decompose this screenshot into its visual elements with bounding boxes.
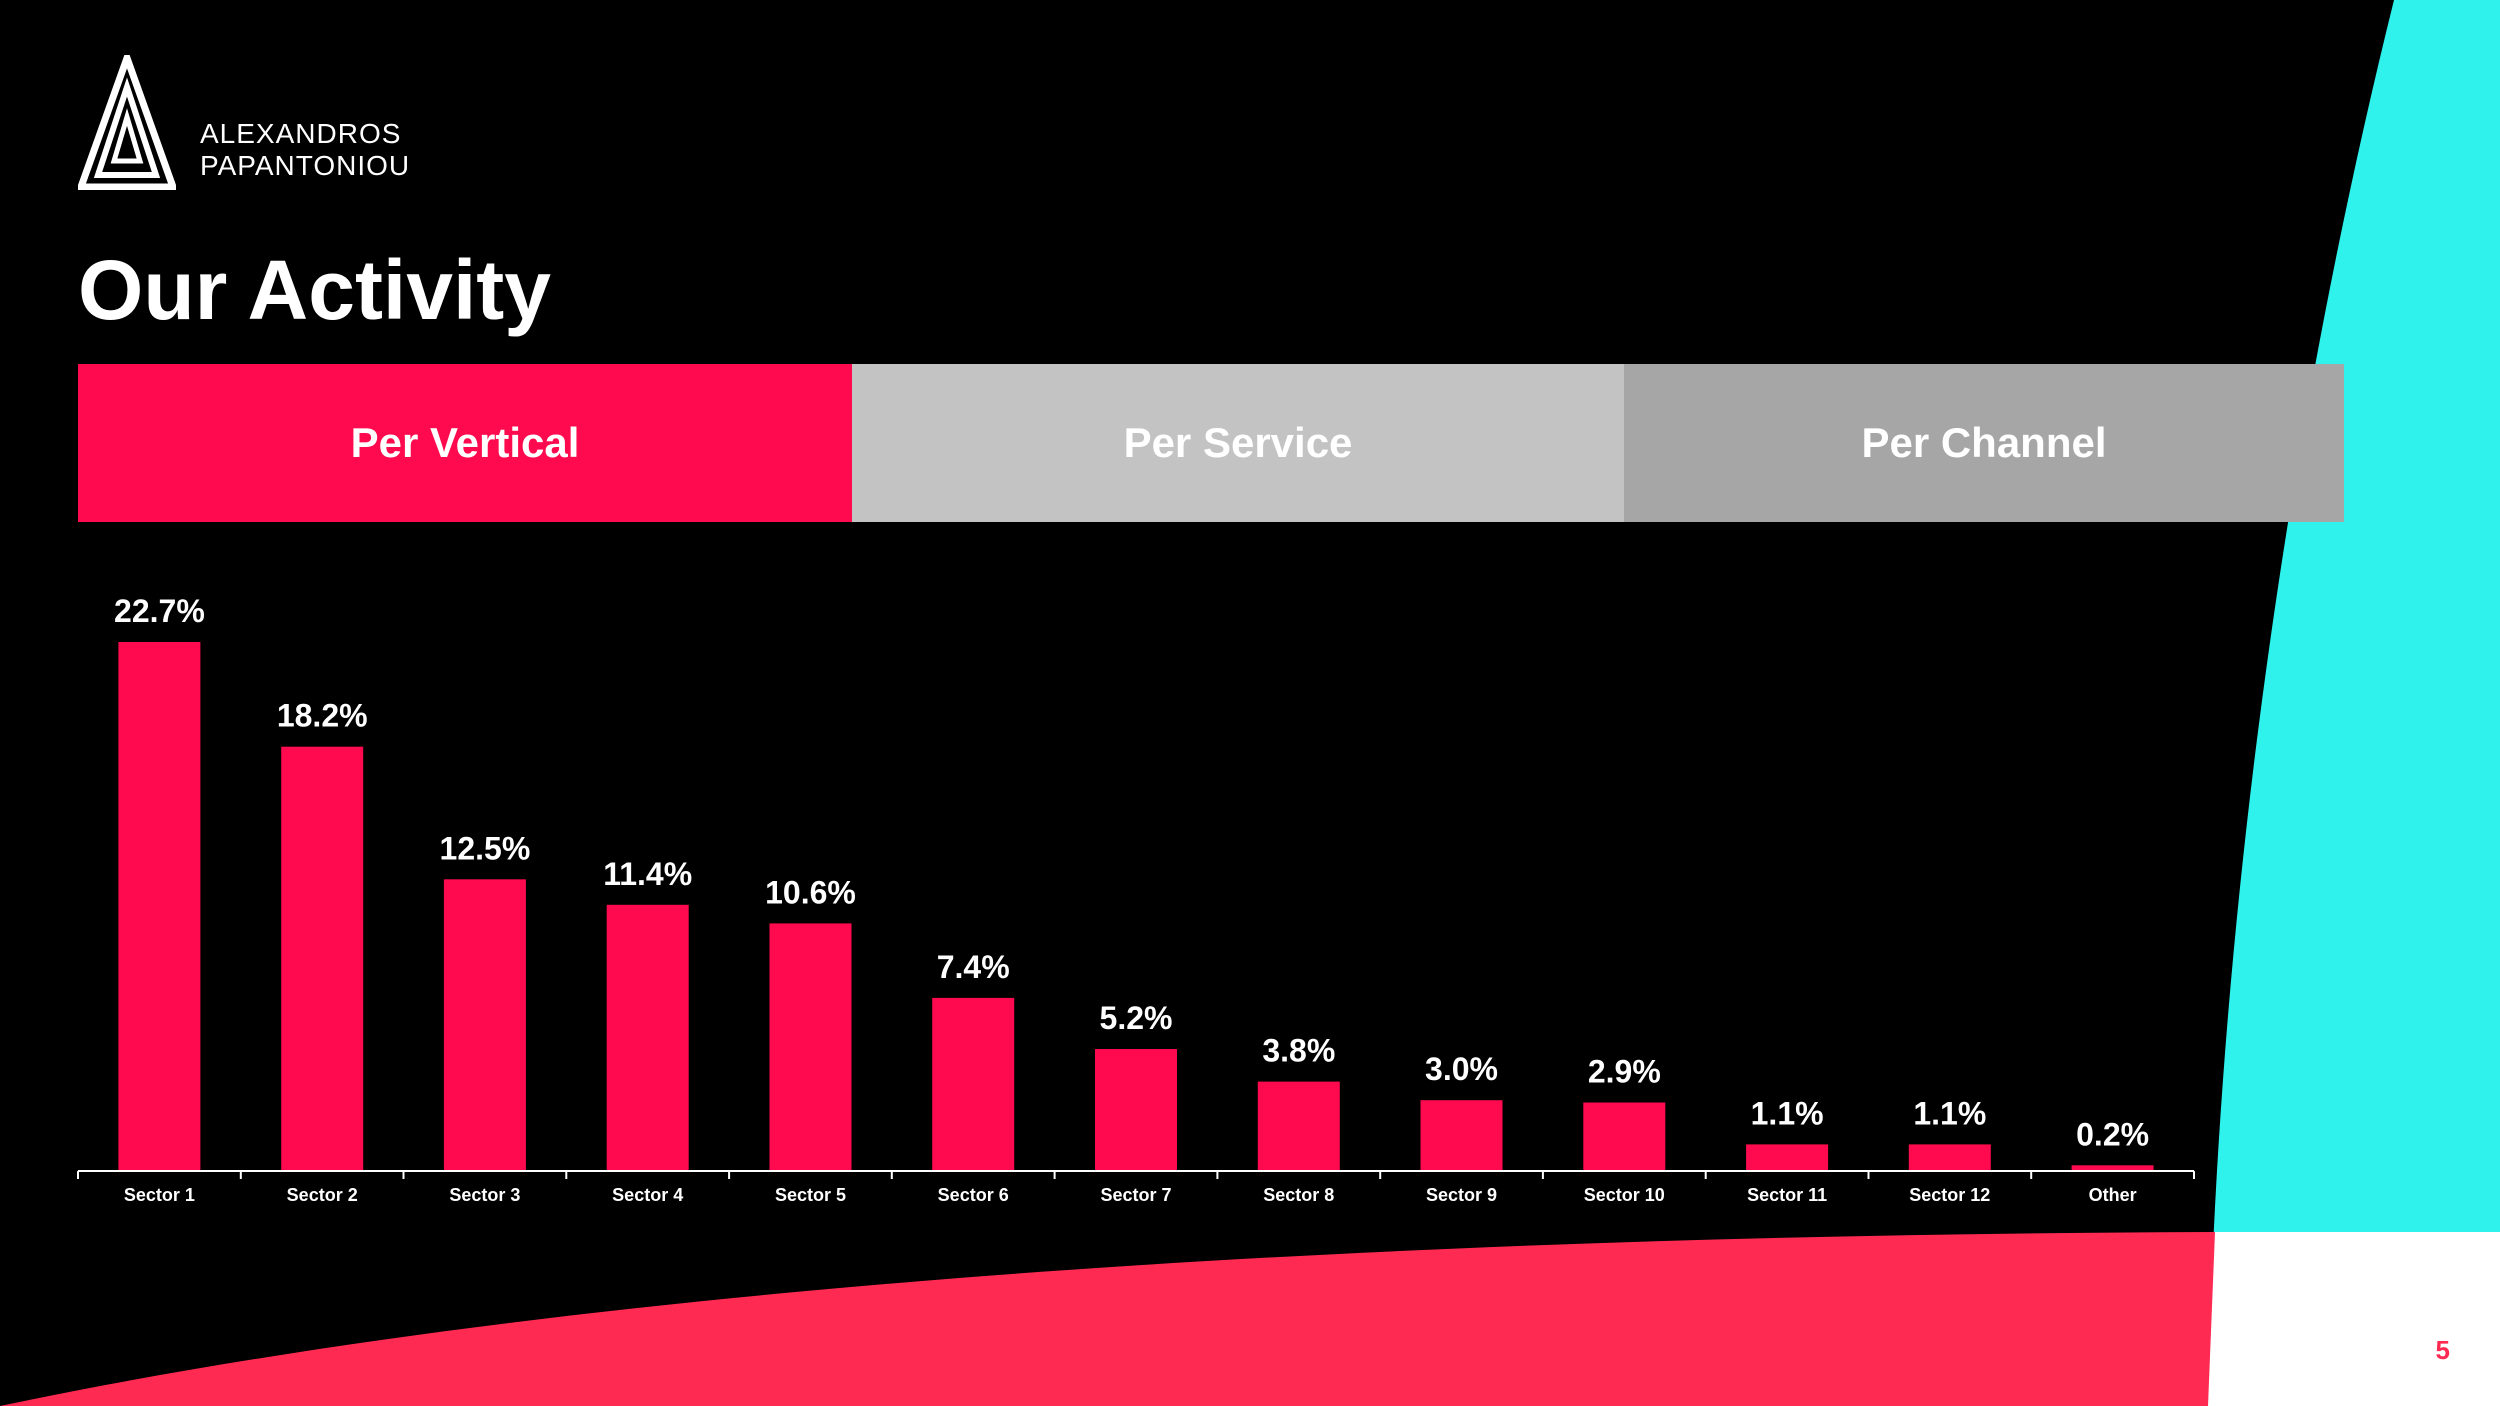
page-title: Our Activity [78,243,551,337]
data-label-10: 2.9% [1588,1054,1661,1090]
x-tick-label-5: Sector 5 [775,1185,846,1205]
data-label-9: 3.0% [1425,1051,1498,1087]
x-tick-label-8: Sector 8 [1263,1185,1334,1205]
bar-11 [1746,1144,1829,1170]
brand-name-line2: PAPANTONIOU [200,150,411,181]
data-label-11: 1.1% [1751,1095,1824,1131]
data-label-3: 12.5% [440,830,531,866]
x-tick-label-9: Sector 9 [1426,1185,1497,1205]
x-tick-label-6: Sector 6 [938,1185,1009,1205]
data-label-5: 10.6% [765,874,856,910]
data-label-1: 22.7% [114,593,205,629]
page-number: 5 [2435,1335,2450,1365]
data-label-7: 5.2% [1100,1000,1173,1036]
bar-1 [118,642,201,1170]
bottom-band-shape [0,1232,2215,1406]
bar-13 [2071,1165,2154,1170]
x-tick-label-2: Sector 2 [287,1185,358,1205]
bar-5 [769,923,852,1170]
data-label-12: 1.1% [1913,1095,1986,1131]
bar-3 [443,879,526,1170]
bar-2 [281,746,364,1170]
bar-12 [1908,1144,1991,1170]
data-label-8: 3.8% [1262,1033,1335,1069]
bar-10 [1583,1102,1666,1170]
bar-8 [1257,1081,1340,1170]
cyan-curve-shape [2208,0,2500,1406]
x-tick-label-12: Sector 12 [1909,1185,1990,1205]
bar-7 [1095,1049,1177,1170]
bar-4 [606,904,689,1170]
triangle-a-logo-icon [78,55,176,190]
tab-per-vertical[interactable]: Per Vertical [78,364,852,522]
x-tick-label-4: Sector 4 [612,1185,683,1205]
tab-per-service[interactable]: Per Service [852,364,1624,522]
x-tick-label-13: Other [2089,1185,2137,1205]
x-tick-label-10: Sector 10 [1584,1185,1665,1205]
bar-9 [1420,1100,1503,1170]
brand-name: ALEXANDROS PAPANTONIOU [200,118,410,182]
bar-6 [932,997,1015,1170]
tab-per-channel-label: Per Channel [1861,419,2107,466]
data-label-6: 7.4% [937,949,1010,985]
x-tick-label-1: Sector 1 [124,1185,195,1205]
data-label-13: 0.2% [2076,1116,2149,1152]
data-label-2: 18.2% [277,698,368,734]
view-tabs: Per Vertical Per Service Per Channel [78,364,2344,522]
x-tick-label-11: Sector 11 [1747,1185,1827,1205]
data-label-4: 11.4% [603,856,692,892]
bar-chart: 22.7% Sector 1 18.2% Sector 2 12.5% Sector 3 1… [77,593,2195,1205]
tab-per-channel[interactable]: Per Channel [1624,364,2344,522]
tab-per-service-label: Per Service [1123,419,1353,466]
tab-per-vertical-label: Per Vertical [350,419,580,466]
x-tick-label-7: Sector 7 [1100,1185,1171,1205]
x-tick-label-3: Sector 3 [449,1185,520,1205]
brand-logo: ALEXANDROS PAPANTONIOU [78,55,410,190]
white-corner-shape [2208,1232,2500,1406]
brand-name-line1: ALEXANDROS [200,118,402,149]
